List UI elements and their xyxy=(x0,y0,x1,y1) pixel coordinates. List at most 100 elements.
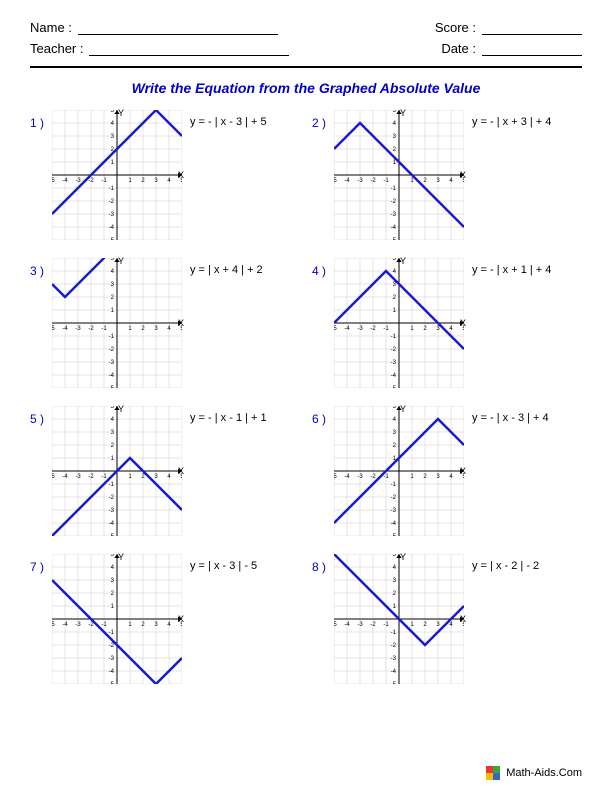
graph-chart: -5-4-3-2-112345-5-4-3-2-112345 Y X xyxy=(52,554,182,684)
svg-text:-3: -3 xyxy=(109,508,115,514)
svg-text:-4: -4 xyxy=(62,622,68,628)
teacher-label: Teacher : xyxy=(30,41,83,56)
score-label: Score : xyxy=(435,20,476,35)
equation-text: y = - | x + 1 | + 4 xyxy=(472,258,551,276)
svg-text:-4: -4 xyxy=(109,373,115,379)
svg-text:-4: -4 xyxy=(391,373,397,379)
problem-number: 2 ) xyxy=(312,110,334,130)
problem-number: 5 ) xyxy=(30,406,52,426)
svg-text:-1: -1 xyxy=(391,334,397,340)
svg-text:-4: -4 xyxy=(62,178,68,184)
svg-text:-2: -2 xyxy=(370,474,376,480)
equation-text: y = | x + 4 | + 2 xyxy=(190,258,263,276)
svg-text:-4: -4 xyxy=(391,225,397,231)
svg-text:-3: -3 xyxy=(109,212,115,218)
y-axis-label: Y xyxy=(400,256,406,266)
svg-text:-2: -2 xyxy=(109,347,115,353)
y-axis-label: Y xyxy=(400,108,406,118)
svg-text:-3: -3 xyxy=(391,360,397,366)
x-axis-label: X xyxy=(178,614,184,624)
problem-number: 4 ) xyxy=(312,258,334,278)
svg-text:-1: -1 xyxy=(101,178,107,184)
svg-text:-2: -2 xyxy=(370,178,376,184)
svg-text:-3: -3 xyxy=(75,622,81,628)
svg-text:-3: -3 xyxy=(357,326,363,332)
svg-text:-5: -5 xyxy=(109,386,115,388)
svg-text:-5: -5 xyxy=(391,534,397,536)
svg-text:-4: -4 xyxy=(109,521,115,527)
score-field: Score : xyxy=(435,20,582,35)
date-field: Date : xyxy=(441,41,582,56)
svg-text:-4: -4 xyxy=(62,326,68,332)
svg-text:-5: -5 xyxy=(109,534,115,536)
problem-number: 3 ) xyxy=(30,258,52,278)
svg-text:-2: -2 xyxy=(391,347,397,353)
problem-5: 5 ) -5-4-3-2-112345-5-4-3-2-112345 Y X y… xyxy=(30,406,300,536)
svg-text:-1: -1 xyxy=(383,178,389,184)
x-axis-label: X xyxy=(178,170,184,180)
svg-text:-1: -1 xyxy=(391,630,397,636)
logo-icon xyxy=(486,766,500,780)
header-row-2: Teacher : Date : xyxy=(30,41,582,56)
svg-text:-5: -5 xyxy=(391,238,397,240)
svg-text:-4: -4 xyxy=(391,669,397,675)
svg-text:-2: -2 xyxy=(391,643,397,649)
svg-text:-1: -1 xyxy=(391,482,397,488)
svg-text:-1: -1 xyxy=(109,334,115,340)
svg-text:-2: -2 xyxy=(109,643,115,649)
svg-text:-5: -5 xyxy=(109,682,115,684)
svg-text:-1: -1 xyxy=(391,186,397,192)
problem-number: 6 ) xyxy=(312,406,334,426)
problem-number: 1 ) xyxy=(30,110,52,130)
graph-chart: -5-4-3-2-112345-5-4-3-2-112345 Y X xyxy=(334,258,464,388)
svg-text:-1: -1 xyxy=(383,326,389,332)
problem-2: 2 ) -5-4-3-2-112345-5-4-3-2-112345 Y X y… xyxy=(312,110,582,240)
problem-3: 3 ) -5-4-3-2-112345-5-4-3-2-112345 Y X y… xyxy=(30,258,300,388)
svg-text:-4: -4 xyxy=(344,178,350,184)
date-line[interactable] xyxy=(482,42,582,56)
y-axis-label: Y xyxy=(118,256,124,266)
svg-text:-5: -5 xyxy=(391,386,397,388)
svg-text:-2: -2 xyxy=(391,199,397,205)
equation-text: y = | x - 2 | - 2 xyxy=(472,554,539,572)
y-axis-label: Y xyxy=(118,404,124,414)
svg-text:-3: -3 xyxy=(391,508,397,514)
svg-text:-1: -1 xyxy=(101,622,107,628)
graph-chart: -5-4-3-2-112345-5-4-3-2-112345 Y X xyxy=(52,406,182,536)
graph-chart: -5-4-3-2-112345-5-4-3-2-112345 Y X xyxy=(52,258,182,388)
graph-chart: -5-4-3-2-112345-5-4-3-2-112345 Y X xyxy=(52,110,182,240)
teacher-line[interactable] xyxy=(89,42,289,56)
svg-text:-4: -4 xyxy=(344,474,350,480)
y-axis-label: Y xyxy=(400,404,406,414)
x-axis-label: X xyxy=(178,318,184,328)
svg-text:-4: -4 xyxy=(344,326,350,332)
svg-text:-1: -1 xyxy=(101,474,107,480)
y-axis-label: Y xyxy=(118,108,124,118)
name-line[interactable] xyxy=(78,21,278,35)
equation-text: y = - | x + 3 | + 4 xyxy=(472,110,551,128)
svg-text:-2: -2 xyxy=(109,495,115,501)
svg-text:-2: -2 xyxy=(391,495,397,501)
svg-text:-1: -1 xyxy=(101,326,107,332)
svg-text:-2: -2 xyxy=(88,474,94,480)
divider xyxy=(30,66,582,68)
svg-text:-4: -4 xyxy=(391,521,397,527)
x-axis-label: X xyxy=(178,466,184,476)
svg-text:-2: -2 xyxy=(88,326,94,332)
date-label: Date : xyxy=(441,41,476,56)
score-line[interactable] xyxy=(482,21,582,35)
svg-text:-4: -4 xyxy=(109,669,115,675)
graph-chart: -5-4-3-2-112345-5-4-3-2-112345 Y X xyxy=(334,554,464,684)
svg-text:-3: -3 xyxy=(357,178,363,184)
svg-text:-3: -3 xyxy=(75,474,81,480)
svg-text:-2: -2 xyxy=(109,199,115,205)
svg-text:-3: -3 xyxy=(75,178,81,184)
svg-text:-4: -4 xyxy=(109,225,115,231)
svg-text:-1: -1 xyxy=(383,622,389,628)
svg-text:-3: -3 xyxy=(357,622,363,628)
name-label: Name : xyxy=(30,20,72,35)
x-axis-label: X xyxy=(460,318,466,328)
graph-chart: -5-4-3-2-112345-5-4-3-2-112345 Y X xyxy=(334,406,464,536)
svg-text:-2: -2 xyxy=(370,622,376,628)
svg-text:-1: -1 xyxy=(383,474,389,480)
